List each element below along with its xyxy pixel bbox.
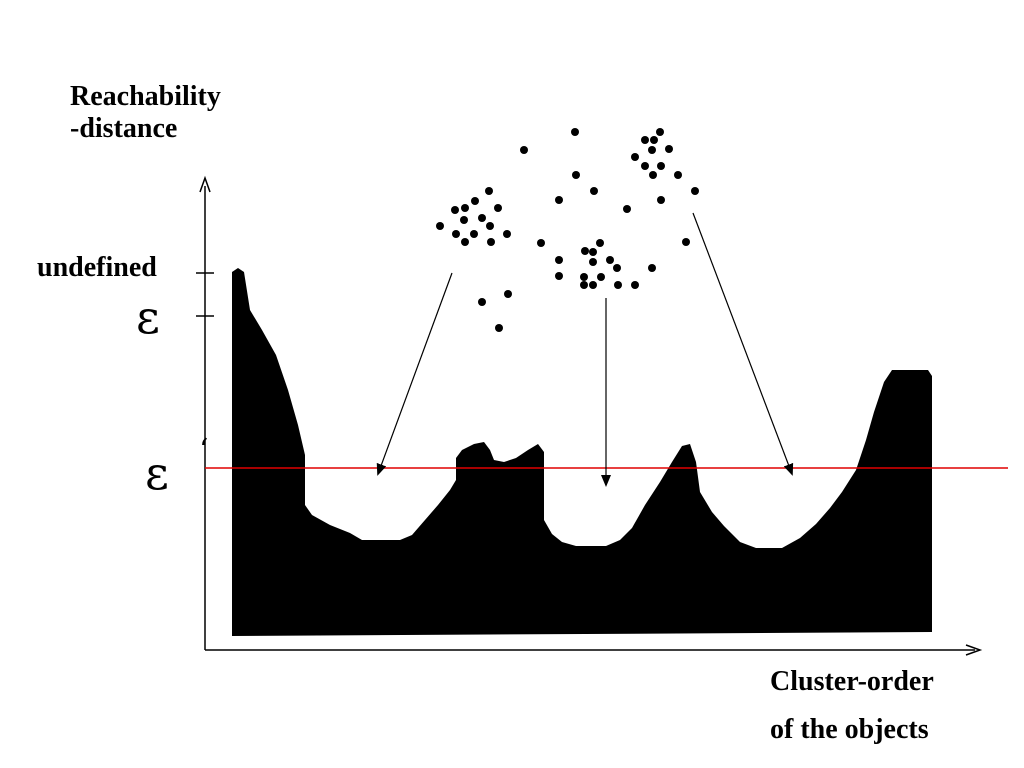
tick-label-epsilon: ε — [136, 290, 160, 344]
tick-label-undefined: undefined — [37, 252, 157, 283]
y-axis-label-line2: -distance — [70, 113, 178, 144]
cluster-arrow-right — [692, 212, 794, 476]
cluster-arrow-left — [376, 272, 453, 476]
x-axis-label-line1: Cluster-order — [770, 666, 934, 697]
x-axis-label-line2: of the objects — [770, 714, 929, 745]
data-points — [436, 128, 699, 332]
reachability-profile — [232, 268, 932, 636]
epsilon-prime-mark: ʻ — [199, 433, 209, 468]
y-axis-arrowhead — [199, 175, 211, 193]
x-axis-arrowhead — [965, 644, 983, 656]
y-axis-label-line1: Reachability — [70, 81, 221, 112]
tick-label-epsilon-prime: ε — [145, 446, 169, 500]
